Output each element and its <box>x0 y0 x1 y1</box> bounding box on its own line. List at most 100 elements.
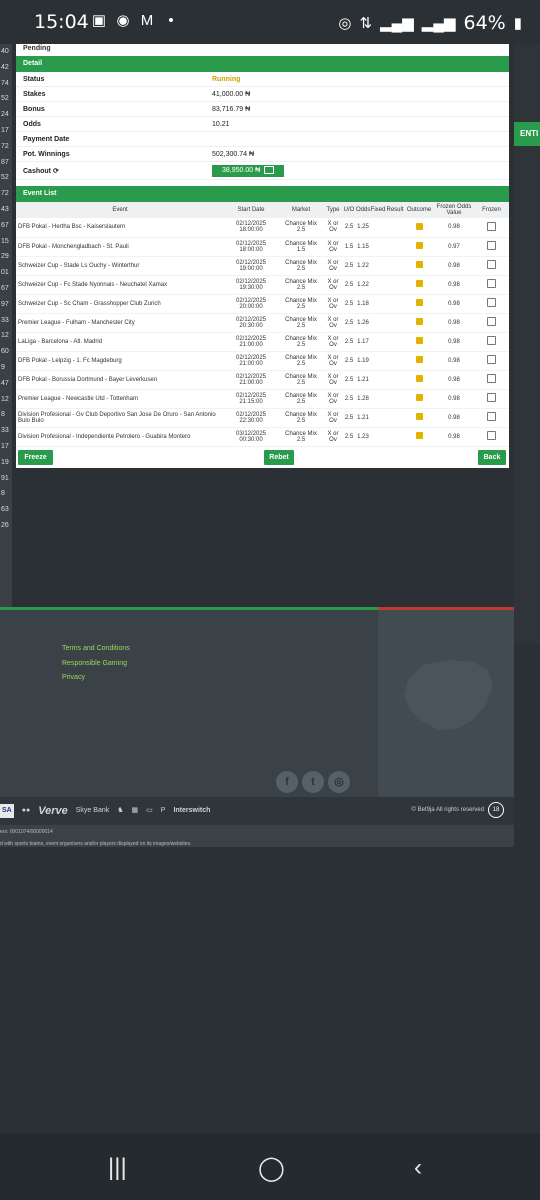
market-cell: Chance Mix 2.5 <box>278 351 324 371</box>
mastercard-icon: ●● <box>21 807 31 814</box>
detail-row-odds: Odds 10.21 <box>16 117 509 132</box>
start-date: 02/12/2025 21:00:00 <box>224 332 278 352</box>
time-text: 20:30:00 <box>239 322 263 329</box>
type-text: X or <box>327 411 339 418</box>
time-text: 22:30:00 <box>239 417 263 424</box>
frozen-checkbox[interactable] <box>487 241 496 250</box>
status-value: Running <box>212 75 241 83</box>
freeze-button[interactable]: Freeze <box>18 449 53 465</box>
recent-apps-icon[interactable]: ||| <box>108 1154 127 1181</box>
event-name: Premier League - Newcastle Utd - Tottenh… <box>16 389 224 409</box>
row-number: 33 <box>1 316 9 324</box>
date-text: 02/12/2025 <box>235 354 267 361</box>
refresh-icon[interactable]: ⟳ <box>52 167 59 175</box>
verve-logo: Verve <box>38 805 68 817</box>
frozen-checkbox[interactable] <box>487 260 496 269</box>
outcome-cell <box>404 256 434 276</box>
market-value: 2.5 <box>296 322 306 329</box>
cashout-button[interactable]: 38,950.00 ₦ <box>212 164 284 177</box>
home-icon[interactable]: ◯ <box>258 1155 285 1182</box>
type-text-2: Ov <box>329 303 337 310</box>
market-text: Chance Mix <box>285 259 317 266</box>
type-text-2: Ov <box>329 284 337 291</box>
market-cell: Chance Mix 2.5 <box>278 313 324 333</box>
detail-row-payment-date: Payment Date <box>16 132 509 147</box>
back-icon[interactable]: ‹ <box>414 1154 422 1181</box>
market-cell: Chance Mix 2.5 <box>278 389 324 409</box>
type-text: X or <box>327 335 339 342</box>
instagram-icon[interactable]: ◎ <box>328 771 350 793</box>
market-value: 2.5 <box>296 417 306 424</box>
row-number: 33 <box>1 427 9 435</box>
date-text: 02/12/2025 <box>235 259 267 266</box>
privacy-link[interactable]: Privacy <box>62 674 85 681</box>
uo-value: 2.5 <box>342 256 356 276</box>
time-text: 19:30:00 <box>239 284 263 291</box>
row-number: 42 <box>1 63 9 71</box>
event-name: DFB Pokal - Monchengladbach - St. Pauli <box>16 237 224 257</box>
frozen-cell <box>474 313 509 333</box>
uo-value: 2.5 <box>342 427 356 447</box>
back-button[interactable]: Back <box>478 449 506 465</box>
cashout-label: Cashout <box>23 167 51 175</box>
outcome-icon <box>415 299 423 306</box>
market-value: 2.5 <box>296 398 306 405</box>
event-name: LaLiga - Barcelona - Atl. Madrid <box>16 332 224 352</box>
cashout-value: 38,950.00 ₦ <box>222 166 261 174</box>
row-number: 52 <box>1 95 9 103</box>
table-row: Division Profesional - Gv Club Deportivo… <box>16 408 509 428</box>
frozen-checkbox[interactable] <box>487 317 496 326</box>
frozen-checkbox[interactable] <box>487 355 496 364</box>
frozen-checkbox[interactable] <box>487 412 496 421</box>
market-text: Chance Mix <box>285 430 317 437</box>
frozen-odds-value: 0.98 <box>434 256 474 276</box>
detail-table: Status Running Stakes 41,000.00 ₦ Bonus … <box>16 72 509 180</box>
outcome-icon <box>415 337 423 344</box>
frozen-checkbox[interactable] <box>487 431 496 440</box>
frozen-odds-value: 0.98 <box>434 351 474 371</box>
market-text: Chance Mix <box>285 297 317 304</box>
skye-bank-logo: Skye Bank <box>75 807 110 814</box>
start-date: 02/12/2025 20:30:00 <box>224 313 278 333</box>
frozen-checkbox[interactable] <box>487 221 496 231</box>
type-cell: X or Ov <box>324 294 342 314</box>
age-restriction-badge: 18 <box>488 802 504 818</box>
row-number: 72 <box>1 142 9 150</box>
detail-row-pot-winnings: Pot. Winnings 502,300.74 ₦ <box>16 147 509 162</box>
type-text: X or <box>327 297 339 304</box>
table-row: DFB Pokal - Borussia Dortmund - Bayer Le… <box>16 370 509 390</box>
frozen-checkbox[interactable] <box>487 393 496 402</box>
rebet-button[interactable]: Rebet <box>264 449 294 465</box>
system-icons: ◎ ⇅ ▂▄▆ ▂▄▆ 64% ▮ <box>338 12 522 34</box>
frozen-checkbox[interactable] <box>487 279 496 288</box>
frozen-checkbox[interactable] <box>487 336 496 345</box>
facebook-icon[interactable]: f <box>276 771 298 793</box>
enter-button[interactable]: ENTI <box>514 122 540 146</box>
outcome-icon <box>415 242 423 249</box>
cash-icon <box>264 165 275 174</box>
type-cell: X or Ov <box>324 256 342 276</box>
date-text: 03/12/2025 <box>235 430 267 437</box>
type-text: X or <box>327 259 339 266</box>
fixed-cell <box>370 256 386 276</box>
battery-icon: ▮ <box>513 15 522 32</box>
frozen-checkbox[interactable] <box>487 298 496 307</box>
type-text: X or <box>327 430 339 437</box>
result-cell <box>386 256 404 276</box>
responsible-gaming-link[interactable]: Responsible Gaming <box>62 659 127 667</box>
outcome-icon <box>415 413 423 420</box>
market-cell: Chance Mix 2.5 <box>278 218 324 238</box>
outcome-cell <box>404 313 434 333</box>
outcome-cell <box>404 237 434 257</box>
market-value: 2.5 <box>296 265 306 272</box>
terms-link[interactable]: Terms and Conditions <box>62 645 130 652</box>
outcome-cell <box>404 408 434 428</box>
time-text: 20:00:00 <box>239 303 263 310</box>
twitter-icon[interactable]: t <box>302 771 324 793</box>
result-cell <box>386 351 404 371</box>
frozen-checkbox[interactable] <box>487 374 496 383</box>
frozen-odds-value: 0.98 <box>434 389 474 409</box>
result-cell <box>386 275 404 295</box>
start-date: 03/12/2025 00:30:00 <box>224 427 278 447</box>
col-header: Type <box>324 202 342 218</box>
